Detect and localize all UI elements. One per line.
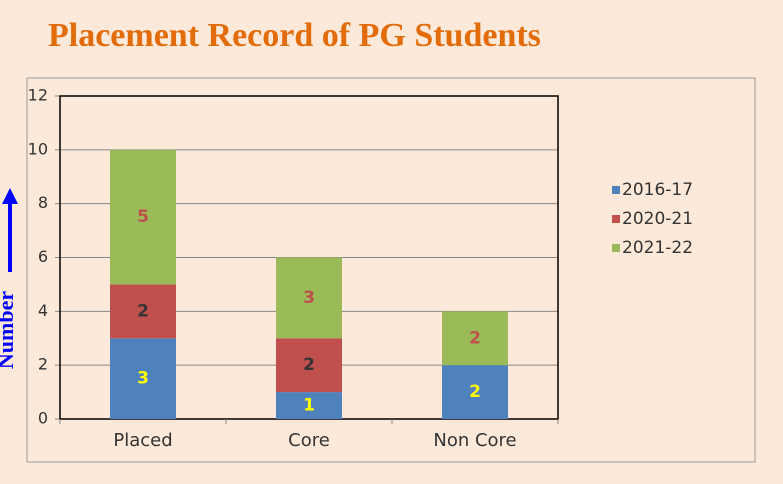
bar-segment bbox=[110, 338, 176, 419]
y-tick-label: 12 bbox=[28, 86, 48, 105]
bar-segment bbox=[110, 149, 176, 285]
y-axis-label: Number bbox=[0, 291, 18, 369]
x-tick-label: Core bbox=[288, 430, 330, 451]
bar-segment bbox=[442, 311, 508, 366]
legend-swatch bbox=[612, 186, 620, 194]
data-label: 2 bbox=[137, 301, 149, 321]
legend-label: 2021-22 bbox=[622, 238, 693, 258]
y-tick-label: 2 bbox=[38, 355, 48, 374]
bar-segment bbox=[276, 257, 342, 339]
legend-label: 2020-21 bbox=[622, 209, 693, 229]
data-label: 2 bbox=[469, 328, 481, 348]
x-tick-label: Placed bbox=[113, 430, 172, 451]
bar-segment bbox=[110, 284, 176, 339]
data-label: 3 bbox=[137, 369, 149, 389]
y-tick-label: 0 bbox=[38, 409, 48, 428]
data-label: 1 bbox=[303, 396, 315, 416]
chart-title: Placement Record of PG Students bbox=[48, 17, 541, 54]
bar-segment bbox=[442, 365, 508, 419]
x-tick-label: Non Core bbox=[433, 430, 516, 451]
data-label: 5 bbox=[137, 207, 149, 227]
data-label: 2 bbox=[303, 355, 315, 375]
bar-segment bbox=[276, 392, 342, 419]
y-tick-label: 10 bbox=[28, 139, 48, 158]
bar-segment bbox=[276, 338, 342, 393]
y-tick-label: 6 bbox=[38, 247, 48, 266]
legend-swatch bbox=[612, 244, 620, 252]
legend-label: 2016-17 bbox=[622, 180, 693, 200]
legend-swatch bbox=[612, 215, 620, 223]
y-tick-label: 4 bbox=[38, 301, 48, 320]
axis-arrow-head bbox=[2, 188, 18, 204]
data-label: 3 bbox=[303, 288, 315, 308]
data-label: 2 bbox=[469, 382, 481, 402]
y-tick-label: 8 bbox=[38, 193, 48, 212]
